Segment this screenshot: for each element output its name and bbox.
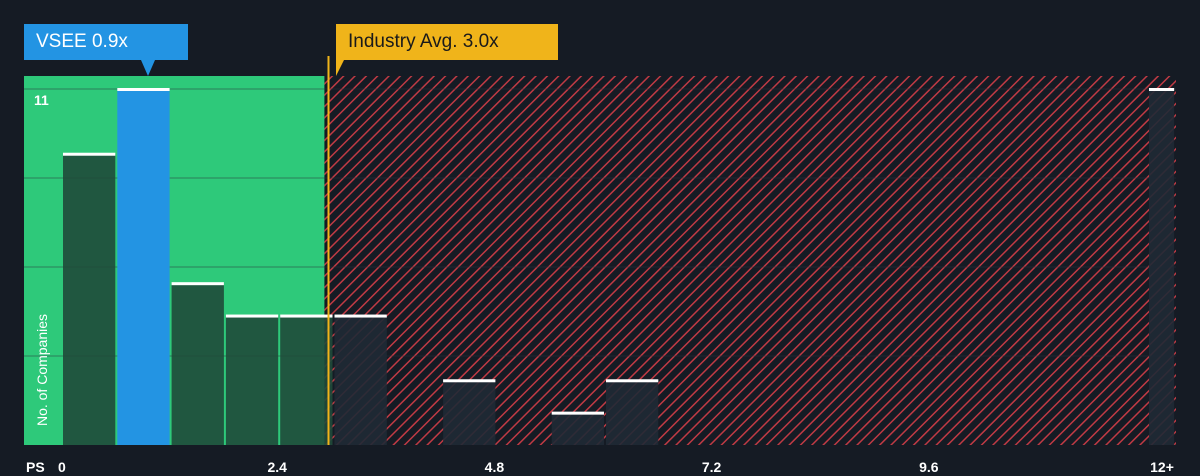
histogram-bar-top-1 [117,88,170,91]
y-tick-label-11: 11 [34,92,49,108]
histogram-bar-9 [1149,89,1175,445]
histogram-bar-top-9 [1149,88,1175,91]
x-tick-label-5: 12+ [1150,459,1174,475]
x-tick-label-4: 9.6 [919,459,939,475]
company-ps-callout: VSEE 0.9x [24,24,188,76]
histogram-bar-3 [225,315,279,445]
histogram-bar-2 [171,283,224,445]
industry-average-callout: Industry Avg. 3.0x [336,24,558,76]
histogram-bar-0 [63,153,116,445]
histogram-bar-6 [443,380,496,445]
histogram-bar-7 [551,412,604,445]
histogram-bar-1 [117,89,170,445]
x-tick-label-3: 7.2 [702,459,722,475]
x-tick-label-0: 0 [58,459,66,475]
histogram-bar-top-8 [606,379,659,383]
histogram-bar-4 [280,315,333,445]
histogram-bar-top-7 [551,411,604,415]
histogram-bar-top-0 [63,152,116,156]
histogram-bar-top-5 [334,314,387,318]
histogram-bar-8 [606,380,659,445]
histogram-bar-top-4 [280,314,333,318]
histogram-bar-5 [334,315,387,445]
histogram-bar-top-3 [225,314,279,318]
histogram-bar-top-6 [443,379,496,383]
x-axis-label: PS [26,459,45,475]
y-axis-label: No. of Companies [34,314,50,426]
histogram-bar-top-2 [171,282,224,286]
x-tick-label-2: 4.8 [485,459,505,475]
x-tick-label-1: 2.4 [267,459,287,475]
